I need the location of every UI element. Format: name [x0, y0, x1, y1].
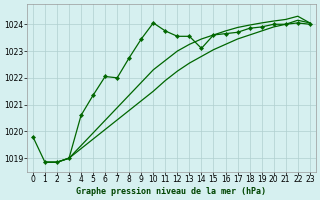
X-axis label: Graphe pression niveau de la mer (hPa): Graphe pression niveau de la mer (hPa)	[76, 187, 266, 196]
